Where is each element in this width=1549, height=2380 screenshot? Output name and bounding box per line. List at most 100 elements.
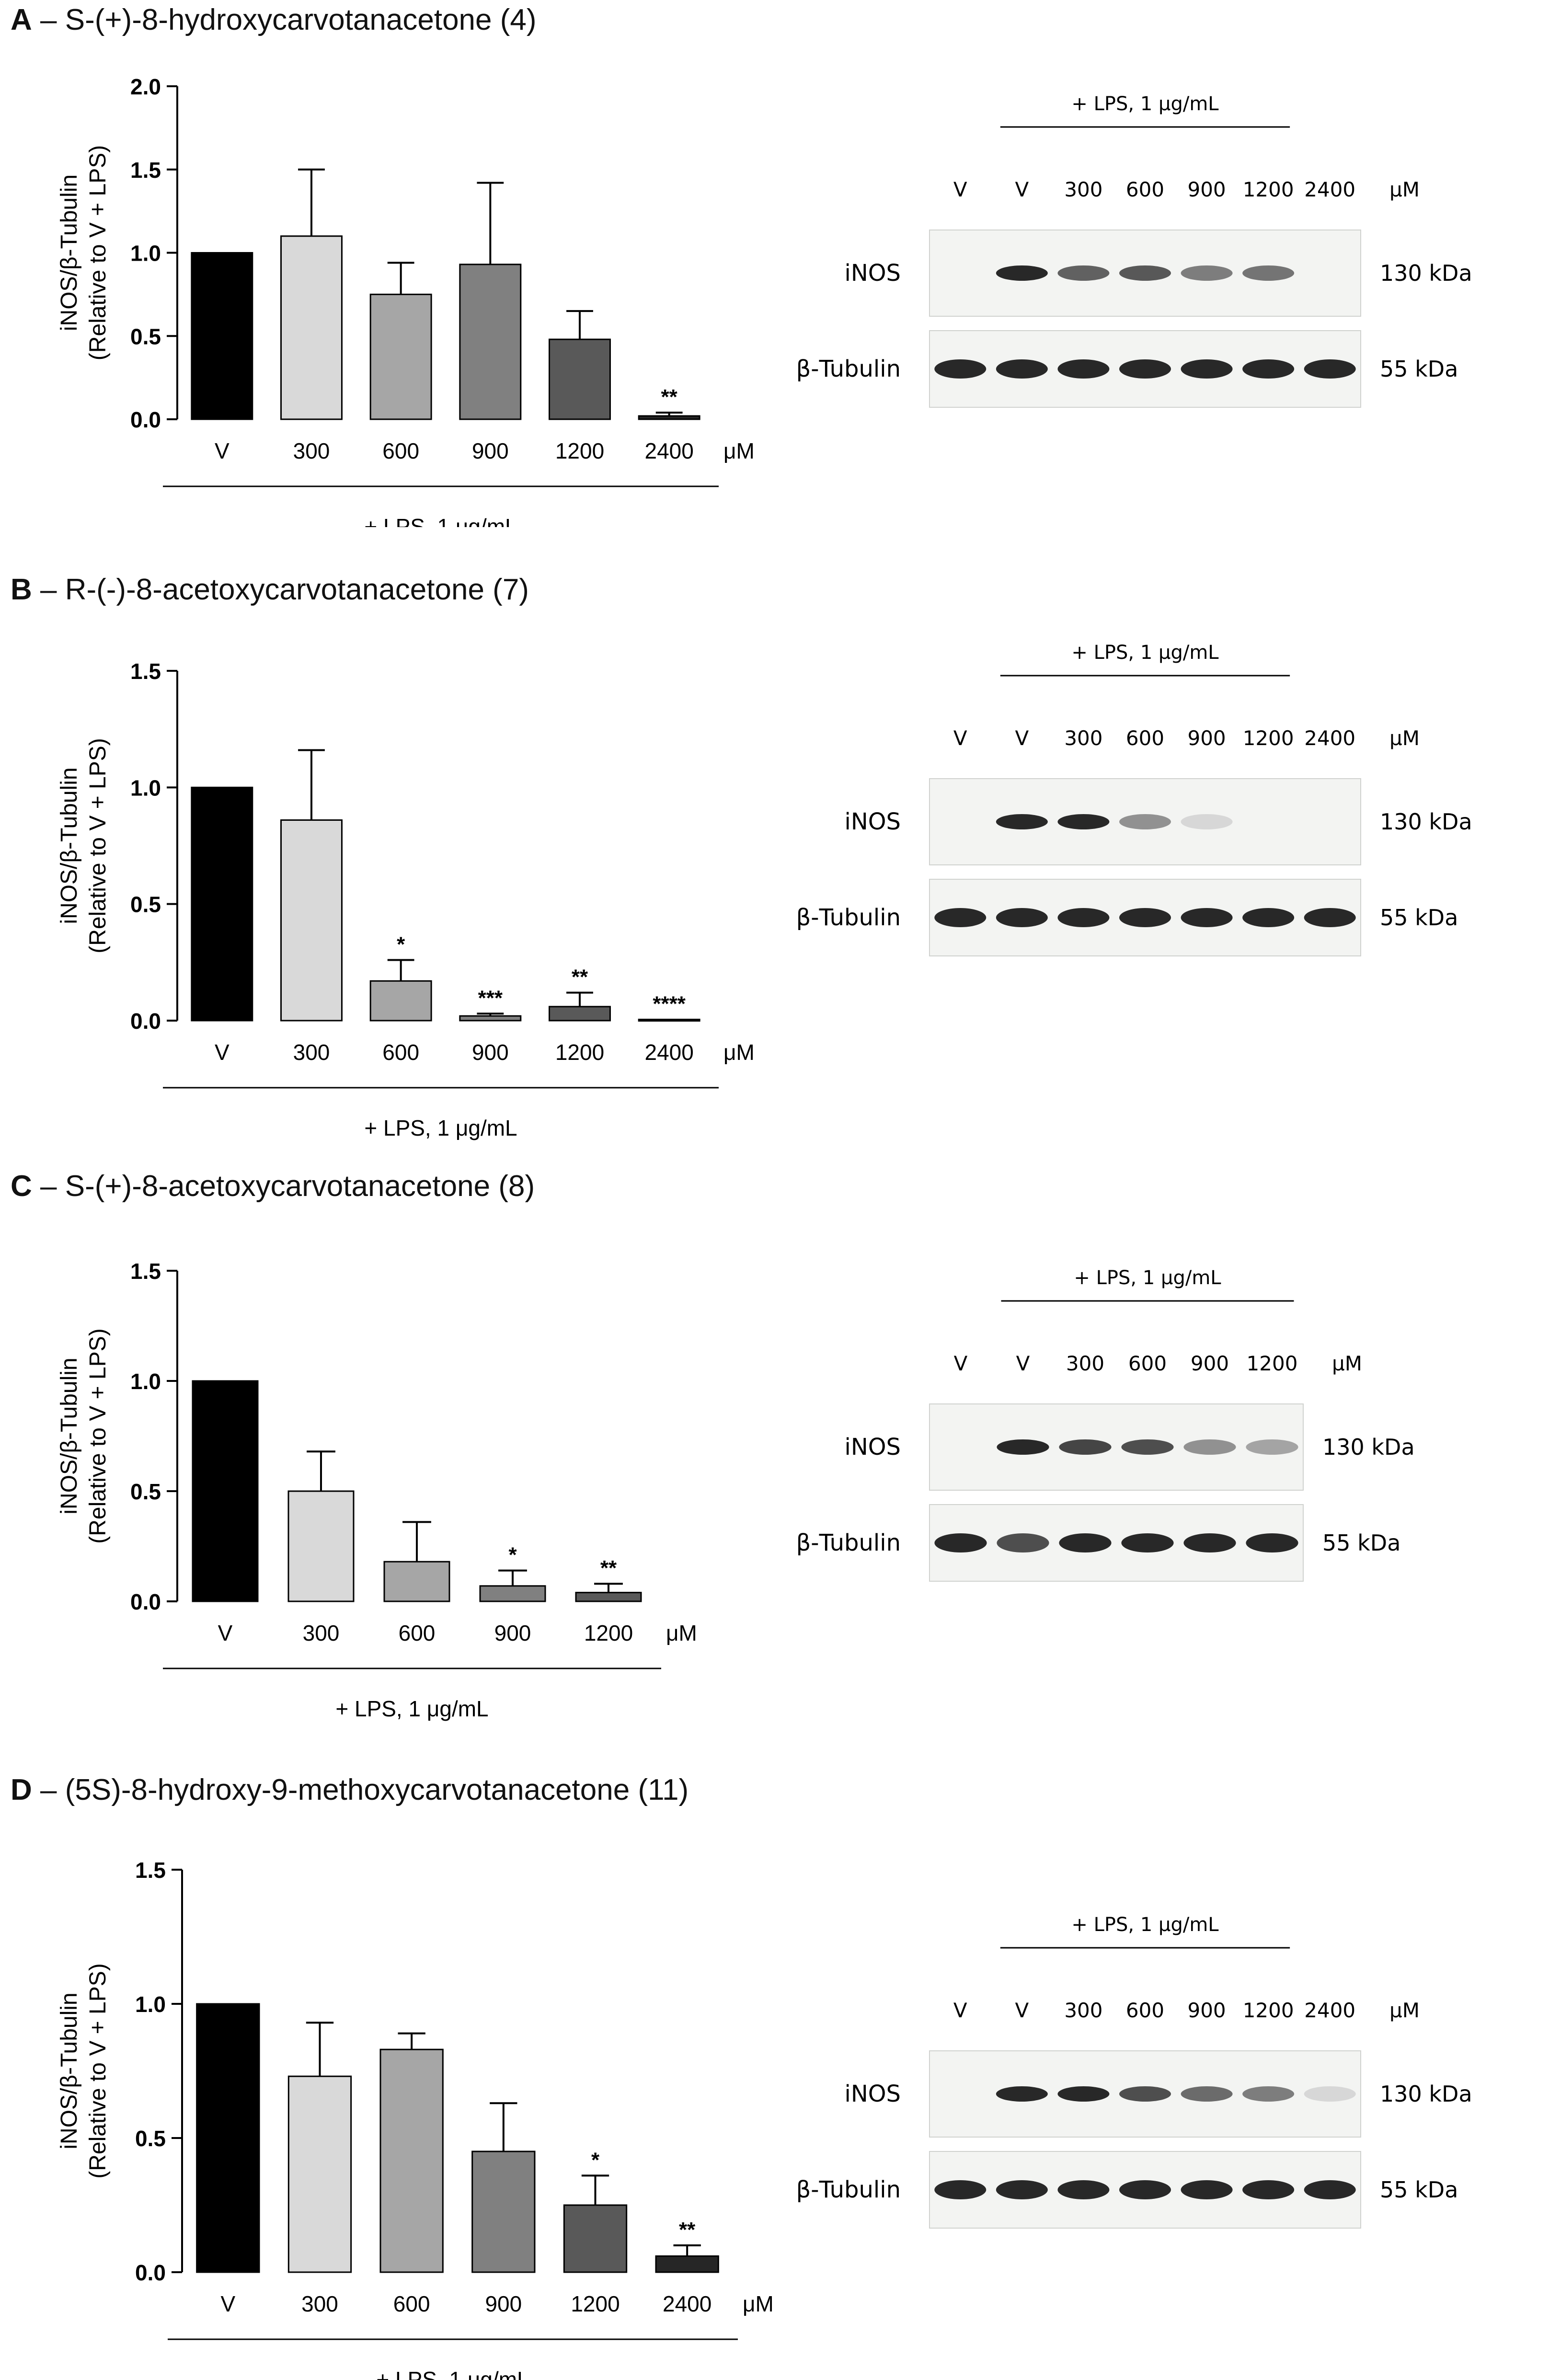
bar — [369, 980, 432, 1022]
panel-title: D – (5S)-8-hydroxy-9-methoxycarvotanacet… — [11, 1773, 688, 1807]
blot-band — [1181, 908, 1233, 927]
y-tick-label: 1.5 — [130, 1259, 161, 1284]
blot-band — [997, 1533, 1049, 1552]
y-axis-label-line: (Relative to V + LPS) — [85, 145, 111, 361]
x-tick-label: 600 — [399, 1621, 436, 1645]
blot-band — [934, 359, 987, 379]
x-tick-label: 300 — [293, 1040, 330, 1065]
blot-treatment-label: + LPS, 1 μg/mL — [1074, 1267, 1221, 1289]
lane-label: V — [953, 178, 967, 201]
x-tick-label: V — [218, 1621, 233, 1645]
lane-label: V — [954, 1352, 968, 1375]
treatment-label: + LPS, 1 μg/mL — [335, 1696, 488, 1721]
significance-label: * — [591, 2148, 600, 2172]
blot-band — [1119, 908, 1171, 927]
significance-label: * — [397, 932, 405, 956]
lane-label: 1200 — [1247, 1352, 1298, 1375]
blot-band — [1242, 2180, 1295, 2199]
y-tick-label: 1.0 — [130, 1369, 161, 1394]
y-axis-label-line: iNOS/β-Tubulin — [57, 1357, 82, 1514]
bar-chart-a: 0.0 0.5 1.0 1.5 2.0 iNOS/β-Tubulin (Relative t… — [57, 74, 755, 527]
blot-band — [934, 1533, 987, 1552]
lane-label: 600 — [1126, 726, 1164, 750]
y-tick-label: 0.5 — [130, 324, 161, 349]
blot-band — [1304, 359, 1356, 379]
blot-band — [1057, 814, 1110, 829]
bar — [655, 2255, 719, 2273]
bar — [369, 293, 432, 420]
blot-band — [1059, 1439, 1112, 1455]
y-tick-label: 0.0 — [130, 1009, 161, 1034]
protein-label: iNOS — [845, 2081, 901, 2107]
molecular-weight-label: 130 kDa — [1322, 1434, 1415, 1460]
x-unit-label: μM — [666, 1621, 697, 1645]
lane-label: V — [1015, 178, 1029, 201]
lane-label: 600 — [1128, 1352, 1167, 1375]
bar — [191, 252, 253, 420]
y-tick-label: 1.5 — [130, 158, 161, 183]
protein-label: β-Tubulin — [796, 904, 901, 931]
western-blot-b: + LPS, 1 μg/mL V V 300 600 900 1200 2400 μM iNOS 1… — [796, 642, 1472, 956]
bar — [280, 235, 343, 420]
lane-label: 600 — [1126, 1999, 1164, 2022]
y-axis-label: iNOS/β-Tubulin (Relative to V + LPS) — [57, 145, 111, 361]
x-tick-label: 300 — [293, 438, 330, 463]
panel-title: C – S-(+)-8-acetoxycarvotanacetone (8) — [11, 1169, 535, 1203]
panel-letter: A — [11, 3, 32, 36]
x-tick-label: 600 — [393, 2291, 430, 2316]
lane-label: V — [953, 726, 967, 750]
bar — [549, 1006, 611, 1022]
blot-band — [1057, 359, 1110, 379]
y-tick-label: 0.5 — [130, 892, 161, 917]
lane-label: 1200 — [1243, 726, 1294, 750]
x-unit-label: μM — [723, 438, 755, 463]
lane-label: 2400 — [1304, 178, 1355, 201]
y-tick-label: 0.5 — [130, 1479, 161, 1504]
lane-label: 300 — [1064, 726, 1102, 750]
bar — [379, 2048, 444, 2273]
blot-band — [1246, 1439, 1298, 1455]
bar — [459, 1015, 522, 1022]
blot-band — [1119, 2086, 1171, 2102]
blot-band — [996, 265, 1048, 281]
protein-label: iNOS — [845, 260, 901, 287]
x-tick-label: 900 — [472, 1040, 509, 1065]
x-tick-label: 1200 — [555, 1040, 604, 1065]
blot-band — [1304, 908, 1356, 927]
bar — [479, 1585, 546, 1602]
blot-unit-label: μM — [1389, 726, 1420, 750]
y-tick-label: 1.0 — [130, 775, 161, 800]
x-tick-label: 2400 — [663, 2291, 711, 2316]
blot-band — [1242, 265, 1295, 281]
blot-band — [1121, 1533, 1174, 1552]
x-tick-label: V — [215, 438, 229, 463]
significance-label: ** — [572, 966, 588, 989]
bar-chart-d: 0.0 0.5 1.0 1.5 iNOS/β-Tubulin (Relative to V… — [57, 1858, 774, 2380]
molecular-weight-label: 55 kDa — [1380, 356, 1458, 382]
y-tick-label: 1.0 — [135, 1992, 166, 2017]
blot-band — [1057, 2086, 1110, 2102]
blot-unit-label: μM — [1389, 1999, 1420, 2022]
treatment-label: + LPS, 1 μg/mL — [376, 2367, 529, 2380]
x-unit-label: μM — [743, 2291, 774, 2316]
blot-band — [1119, 2180, 1171, 2199]
x-tick-label: 300 — [303, 1621, 340, 1645]
bar — [280, 819, 343, 1022]
blot-band — [1181, 2086, 1233, 2102]
blot-band — [996, 359, 1048, 379]
x-tick-label: 900 — [472, 438, 509, 463]
significance-label: ** — [679, 2218, 696, 2242]
protein-label: iNOS — [845, 808, 901, 835]
western-blot-d: + LPS, 1 μg/mL V V 300 600 900 1200 2400 μM iNOS 1… — [796, 1914, 1472, 2229]
blot-band — [996, 908, 1048, 927]
lane-label: 1200 — [1243, 178, 1294, 201]
bar — [191, 786, 253, 1022]
molecular-weight-label: 55 kDa — [1380, 905, 1458, 931]
x-tick-label: 1200 — [555, 438, 604, 463]
x-tick-label: 1200 — [584, 1621, 633, 1645]
y-axis-label-line: iNOS/β-Tubulin — [57, 174, 82, 331]
compound-name: – S-(+)-8-hydroxycarvotanacetone (4) — [32, 3, 537, 36]
blot-band — [1119, 359, 1171, 379]
y-tick-label: 0.0 — [130, 1589, 161, 1614]
blot-band — [1057, 2180, 1110, 2199]
